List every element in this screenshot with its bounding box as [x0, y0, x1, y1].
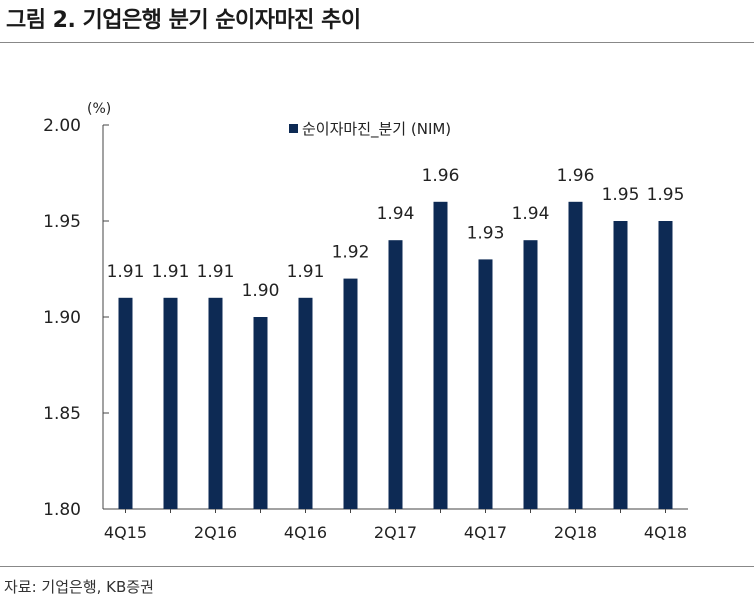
x-tick-label: 4Q18: [644, 523, 687, 542]
y-axis: 1.80 1.85 1.90 1.95 2.00: [43, 116, 109, 520]
x-tick-label: 4Q17: [464, 523, 507, 542]
data-label: 1.92: [332, 243, 370, 263]
x-tick-label: 2Q18: [554, 523, 597, 542]
y-tick-label: 1.80: [43, 500, 81, 520]
data-label: 1.96: [557, 166, 595, 186]
bar: [343, 278, 358, 509]
x-tick-label: 4Q15: [104, 523, 147, 542]
bar: [613, 221, 628, 509]
data-label: 1.91: [152, 262, 190, 282]
figure-title: 그림 2. 기업은행 분기 순이자마진 추이: [6, 8, 361, 33]
x-axis: 4Q15 2Q16 4Q16 2Q17 4Q17 2Q18 4Q18: [103, 508, 688, 542]
y-unit-label: (%): [87, 101, 111, 117]
data-labels: 1.91 1.91 1.91 1.90 1.91 1.92 1.94 1.96 1.93 1.94…: [107, 166, 685, 301]
chart: 1.801.851.901.952.00 4Q15 2Q16 4Q16 2Q17 4Q1…: [43, 101, 688, 542]
bar: [478, 259, 493, 509]
bar: [433, 201, 448, 510]
x-tick-label: 4Q16: [284, 523, 327, 542]
data-label: 1.90: [242, 281, 280, 301]
data-label: 1.94: [377, 204, 415, 224]
data-label: 1.95: [602, 185, 640, 205]
bar: [298, 297, 313, 509]
bar: [658, 221, 673, 509]
bar: [163, 297, 178, 509]
x-tick-label: 2Q16: [194, 523, 237, 542]
bar: [388, 240, 403, 509]
bar: [253, 317, 268, 509]
y-tick-label: 2.00: [43, 116, 81, 136]
bar: [568, 201, 583, 510]
data-label: 1.91: [107, 262, 145, 282]
data-label: 1.96: [422, 166, 460, 186]
x-tick-label: 2Q17: [374, 523, 417, 542]
source-divider: [0, 566, 754, 567]
data-label: 1.91: [287, 262, 325, 282]
bar: [118, 297, 133, 509]
data-label: 1.91: [197, 262, 235, 282]
bar: [523, 240, 538, 509]
source-note: 자료: 기업은행, KB증권: [4, 578, 154, 596]
legend: 순이자마진_분기 (NIM): [289, 120, 451, 139]
data-label: 1.93: [467, 223, 505, 243]
y-tick-label: 1.95: [43, 212, 81, 232]
y-tick-label: 1.85: [43, 404, 81, 424]
bar-series: [118, 201, 673, 510]
y-tick-label: 1.90: [43, 308, 81, 328]
legend-swatch: [289, 124, 298, 133]
title-divider: [0, 42, 754, 43]
bar: [208, 297, 223, 509]
data-label: 1.95: [647, 185, 685, 205]
legend-label: 순이자마진_분기 (NIM): [302, 120, 451, 139]
data-label: 1.94: [512, 204, 550, 224]
